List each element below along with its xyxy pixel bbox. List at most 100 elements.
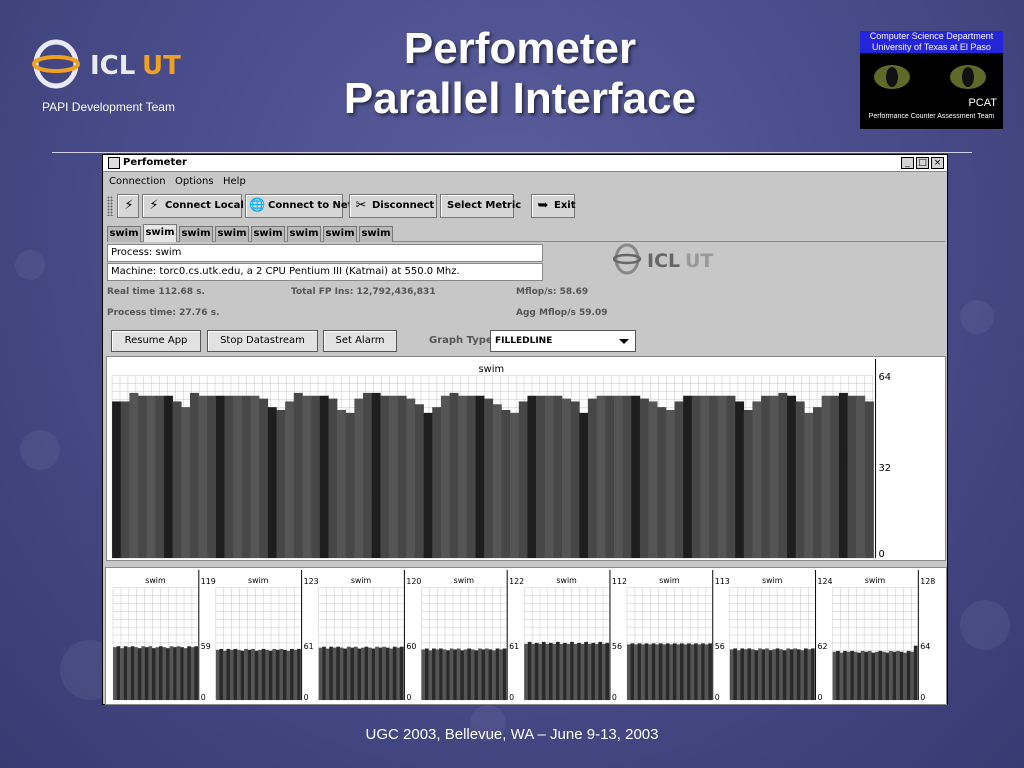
main-graph-bar [804,412,814,559]
small-graph-bar [704,644,709,701]
small-y-tick-label: 61 [509,642,519,651]
select-metric-button[interactable]: Select Metric [440,194,521,218]
tab-swim-4[interactable]: swim [215,226,249,242]
main-graph-bar [432,407,442,559]
small-graph-bar [353,646,358,701]
small-graph-bar [651,643,656,701]
main-graph-bar [458,395,468,559]
set-alarm-button[interactable]: Set Alarm [323,330,397,352]
small-graph-bar [460,650,465,701]
main-graph-bar [709,395,719,559]
tab-swim-6[interactable]: swim [287,226,321,242]
small-graph-bar [786,648,791,701]
small-graph-bar [392,646,397,701]
main-graph-bar [198,395,208,559]
connect-net-button[interactable]: 🌐 Connect to Net [245,194,352,218]
small-graph-bar [750,649,755,701]
small-graph-bar [662,644,667,701]
main-graph-bar [484,398,494,559]
small-graph-bar [889,650,893,701]
small-graph-bar [882,651,886,701]
logo-text: ICL [90,51,135,81]
lightning-icon: ⚡ [124,198,134,213]
small-graph-bar [385,647,390,701]
small-graph-bar [180,647,184,701]
small-graph-bar [573,643,578,701]
small-graph-bar [456,648,461,701]
pcat-logo: Computer Science Department University o… [860,31,1003,129]
toolbar-grip[interactable] [107,196,113,216]
slide-title-line2: Parallel Interface [343,74,697,123]
total-fp-stat: Total FP Ins: 12,792,436,831 [291,287,436,297]
small-y-tick-label: 59 [201,642,211,651]
small-graph-bar [477,648,482,701]
disconnect-label: Disconnect [372,200,435,211]
small-graph-bar [368,647,372,701]
small-graph-bar [701,643,705,701]
connect-local-button[interactable]: ⚡ Connect Local [142,194,244,218]
small-graph-bar [665,643,670,701]
menu-options[interactable]: Options [175,176,214,187]
small-y-tick-label: 124 [818,577,833,586]
small-graph-bar [538,643,543,701]
small-graph-bar [779,649,783,701]
main-graph-bar [579,412,589,559]
small-graph-bar [896,650,900,701]
main-graph-bar [501,409,511,559]
small-graph-bar [733,648,738,701]
graph-type-select[interactable]: FILLEDLINE [490,330,636,352]
tab-swim-2[interactable]: swim [143,224,177,242]
small-graph-bar [903,652,907,701]
resume-app-button[interactable]: Resume App [111,330,201,352]
menu-help[interactable]: Help [223,176,246,187]
minimize-button[interactable]: _ [901,157,914,169]
lightning-button[interactable]: ⚡ [117,194,139,218]
main-graph-bar [847,395,857,559]
background-bubble [960,600,1010,650]
main-graph-bar [397,395,407,559]
exit-icon: ➥ [537,198,549,213]
main-graph-bar [371,392,381,559]
small-graph-bar [534,642,539,701]
small-graph-bar [580,643,585,701]
select-metric-label: Select Metric [447,200,522,211]
small-graph-bar [495,648,500,701]
tab-swim-1[interactable]: swim [107,226,141,242]
tab-swim-7[interactable]: swim [323,226,357,242]
small-graph-bar [162,647,167,701]
small-y-tick-label: 0 [304,693,309,702]
exit-button[interactable]: ➥ Exit [531,194,576,218]
small-graph-bar [194,646,199,701]
small-graph-bar [679,643,684,701]
small-graph-bar [382,646,386,701]
menu-bar: Connection Options Help [103,173,947,191]
small-graph-bar [548,642,553,701]
small-graph-bar [605,642,610,701]
small-graph-bar [265,649,270,701]
pcat-name: PCAT [968,97,997,109]
main-graph-bar [172,401,182,559]
small-graph-bar [566,643,571,701]
disconnect-button[interactable]: ✂ Disconnect [349,194,437,218]
tab-swim-3[interactable]: swim [179,226,213,242]
small-graph-bar [343,648,348,701]
small-graph-bar [481,649,486,701]
main-graph-bar [735,401,745,559]
icl-small-mark: UT [685,250,713,272]
small-graph-bar [867,650,872,701]
maximize-button[interactable]: □ [916,157,929,169]
small-graph-bar [389,648,394,701]
main-graph-bar [354,398,364,559]
tab-swim-5[interactable]: swim [251,226,285,242]
tab-swim-8[interactable]: swim [359,226,393,242]
small-graph: swim 113 56 0 [626,569,730,702]
close-button[interactable]: × [931,157,944,169]
menu-connection[interactable]: Connection [109,176,166,187]
small-graph-bar [740,648,745,701]
window-titlebar[interactable]: Perfometer _ □ × [103,155,947,172]
main-graph-bar [787,395,796,559]
small-graph-bar [864,651,869,701]
main-graph-bar [622,395,632,559]
stop-datastream-button[interactable]: Stop Datastream [207,330,318,352]
slide-title-line1: Perfometer [403,24,637,73]
